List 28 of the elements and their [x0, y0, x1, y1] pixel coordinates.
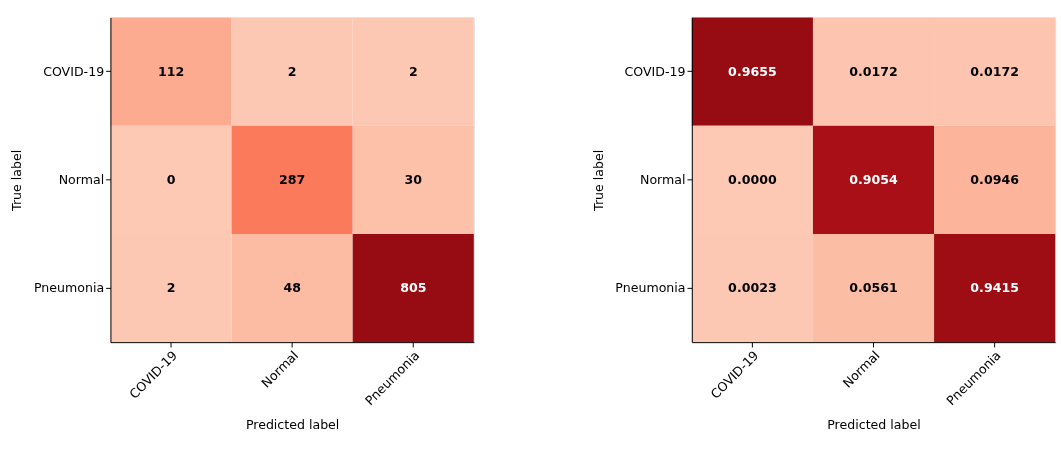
data-label: 0.9415 — [970, 279, 1019, 295]
data-label: 0.9655 — [728, 63, 777, 79]
data-label: 30 — [404, 171, 423, 187]
y-tick-label: Pneumonia — [615, 279, 686, 295]
data-label: 0.9054 — [849, 171, 899, 187]
data-label: 48 — [283, 279, 301, 295]
data-label: 2 — [408, 63, 418, 79]
y-axis-title: True label — [590, 149, 606, 212]
data-label: 805 — [400, 279, 427, 295]
data-label: 0.0172 — [970, 63, 1019, 79]
x-axis-title: Predicted label — [827, 417, 921, 433]
data-label: 0 — [166, 171, 176, 187]
y-tick-label: Normal — [640, 171, 686, 187]
y-tick-label: Pneumonia — [33, 279, 105, 295]
data-label: 0.0561 — [849, 279, 898, 295]
data-label: 287 — [279, 171, 306, 187]
data-label: 0.0000 — [728, 171, 777, 187]
y-tick-label: COVID-19 — [43, 63, 105, 79]
data-label: 112 — [157, 63, 185, 79]
data-label: 0.0946 — [970, 171, 1020, 187]
data-label: 2 — [287, 63, 297, 79]
y-tick-label: Normal — [58, 171, 105, 187]
data-label: 0.0023 — [728, 279, 777, 295]
x-axis-title: Predicted label — [245, 417, 340, 433]
y-tick-label: COVID-19 — [624, 63, 686, 79]
data-label: 0.0172 — [849, 63, 898, 79]
data-label: 2 — [166, 279, 176, 295]
y-axis-title: True label — [9, 149, 25, 212]
